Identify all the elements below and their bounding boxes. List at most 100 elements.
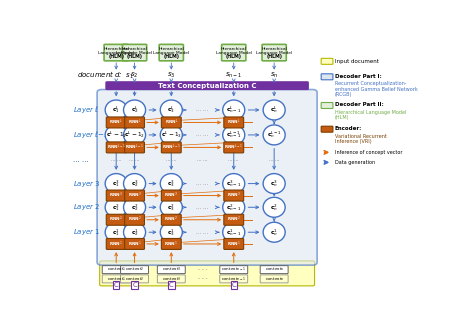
Text: $\mathbf{c}^3_2$: $\mathbf{c}^3_2$ [131,178,138,189]
Text: - - -: - - - [198,267,207,272]
Text: (HLM): (HLM) [163,54,179,59]
Text: ... ...: ... ... [196,230,209,235]
Ellipse shape [124,100,146,120]
Text: $\mathbf{c}^{2}_{n-1}$: $\mathbf{c}^{2}_{n-1}$ [226,202,241,213]
Ellipse shape [263,222,285,242]
Text: $\mathbf{c}^2_3$: $\mathbf{c}^2_3$ [167,202,175,213]
Text: ... ...: ... ... [228,157,239,162]
Text: context$_2$: context$_2$ [125,275,144,283]
Text: RNN$^{1}$: RNN$^{1}$ [109,239,123,249]
FancyBboxPatch shape [97,89,317,265]
Text: RNN$^{L-1}$: RNN$^{L-1}$ [107,143,126,152]
FancyBboxPatch shape [220,275,248,283]
Text: Recurrent Conceptualization-: Recurrent Conceptualization- [335,81,406,86]
FancyBboxPatch shape [220,266,248,274]
Text: $\mathbf{c}^{1}_{n-1}$: $\mathbf{c}^{1}_{n-1}$ [226,227,241,237]
Text: $\mathbf{c}^{3}_{n-1}$: $\mathbf{c}^{3}_{n-1}$ [226,178,241,189]
Text: Inference (VRI): Inference (VRI) [335,139,372,144]
Text: $\mathbf{c}^L-1_3$: $\mathbf{c}^L-1_3$ [161,130,182,140]
Text: $\mathbf{c}^{2}_{n}$: $\mathbf{c}^{2}_{n}$ [270,202,278,213]
FancyBboxPatch shape [120,266,148,274]
Text: (HLM): (HLM) [108,54,124,59]
Ellipse shape [263,174,285,193]
Ellipse shape [105,125,127,145]
Text: RNN$^{L}$: RNN$^{L}$ [164,118,178,127]
Ellipse shape [124,222,146,242]
Text: Layer $\ell$$-$1: Layer $\ell$$-$1 [73,129,109,140]
FancyBboxPatch shape [321,58,333,64]
Text: Layer $2$: Layer $2$ [73,202,100,212]
Ellipse shape [263,125,285,145]
Text: context$_n$: context$_n$ [264,266,284,273]
Text: RNN$^{1}$: RNN$^{1}$ [164,239,178,249]
Text: Inference of concept vector: Inference of concept vector [335,150,402,155]
FancyBboxPatch shape [321,126,333,132]
FancyBboxPatch shape [106,82,308,89]
FancyBboxPatch shape [106,214,126,225]
FancyBboxPatch shape [125,142,145,153]
Ellipse shape [124,125,146,145]
FancyBboxPatch shape [106,190,126,201]
Ellipse shape [105,222,127,242]
FancyBboxPatch shape [321,102,333,109]
Text: $\mathbf{c}^{L}_{n}$: $\mathbf{c}^{L}_{n}$ [270,105,278,115]
Text: $\mathbf{c}^1_3$: $\mathbf{c}^1_3$ [167,227,175,237]
Text: $\mathbf{c}^{L}_{n-1}$: $\mathbf{c}^{L}_{n-1}$ [226,105,241,115]
Text: context$_3$: context$_3$ [162,266,181,273]
Text: Hierarchical Language Model: Hierarchical Language Model [335,110,406,115]
FancyBboxPatch shape [125,117,145,128]
FancyBboxPatch shape [157,266,185,274]
Ellipse shape [223,197,245,217]
Text: context$_3$: context$_3$ [162,275,181,283]
Text: RNN$^{3}$: RNN$^{3}$ [164,191,178,200]
Text: ... ...: ... ... [196,133,209,137]
FancyBboxPatch shape [321,74,333,80]
Text: RNN$^{3}$: RNN$^{3}$ [128,191,141,200]
Text: (HLM): (HLM) [335,115,349,121]
Text: ... ...: ... ... [197,157,208,162]
Text: $\mathbf{c}^{1}_{n}$: $\mathbf{c}^{1}_{n}$ [270,227,278,237]
Text: RNN$^{L-1}$: RNN$^{L-1}$ [224,143,243,152]
Text: C: C [114,282,118,288]
Text: RNN$^{3}$: RNN$^{3}$ [227,191,241,200]
Text: - - -: - - - [198,276,207,281]
Text: C: C [169,282,173,288]
FancyBboxPatch shape [222,44,246,61]
Text: Decoder Part II:: Decoder Part II: [335,102,383,108]
Text: RNN$^{2}$: RNN$^{2}$ [164,215,178,225]
Text: RNN$^{L}$: RNN$^{L}$ [227,118,240,127]
Text: ... ...: ... ... [196,108,209,112]
Ellipse shape [124,197,146,217]
FancyBboxPatch shape [106,142,126,153]
Text: $\mathbf{c}^{3}_{n}$: $\mathbf{c}^{3}_{n}$ [270,178,278,189]
Ellipse shape [223,125,245,145]
Text: Hierarchical
Language Model: Hierarchical Language Model [256,47,292,55]
Text: ... ...: ... ... [129,157,140,162]
Text: ... ...: ... ... [111,157,121,162]
Text: RNN$^{2}$: RNN$^{2}$ [109,215,123,225]
Ellipse shape [160,197,182,217]
Text: $\mathbf{c}^3_3$: $\mathbf{c}^3_3$ [167,178,175,189]
Ellipse shape [160,125,182,145]
FancyBboxPatch shape [161,142,181,153]
Text: context$_1$: context$_1$ [107,275,126,283]
Text: $\mathbf{c}^2_1$: $\mathbf{c}^2_1$ [112,202,120,213]
Text: (HLM): (HLM) [127,54,143,59]
Text: $\mathbf{c}^1_1$: $\mathbf{c}^1_1$ [112,227,120,237]
Text: context$_n$: context$_n$ [264,275,284,283]
Text: Layer $1$: Layer $1$ [73,227,101,237]
Ellipse shape [223,222,245,242]
Text: RNN$^{1}$: RNN$^{1}$ [227,239,241,249]
Text: $s_2$: $s_2$ [130,70,139,80]
Text: Layer $\ell$: Layer $\ell$ [73,104,100,115]
Text: (RCGB): (RCGB) [335,92,352,97]
Ellipse shape [160,100,182,120]
Text: RNN$^{L}$: RNN$^{L}$ [128,118,141,127]
FancyBboxPatch shape [262,44,286,61]
Text: ... ...: ... ... [166,157,176,162]
FancyBboxPatch shape [161,190,181,201]
FancyBboxPatch shape [122,44,146,61]
FancyBboxPatch shape [224,190,244,201]
FancyBboxPatch shape [161,238,181,249]
FancyBboxPatch shape [100,261,315,286]
